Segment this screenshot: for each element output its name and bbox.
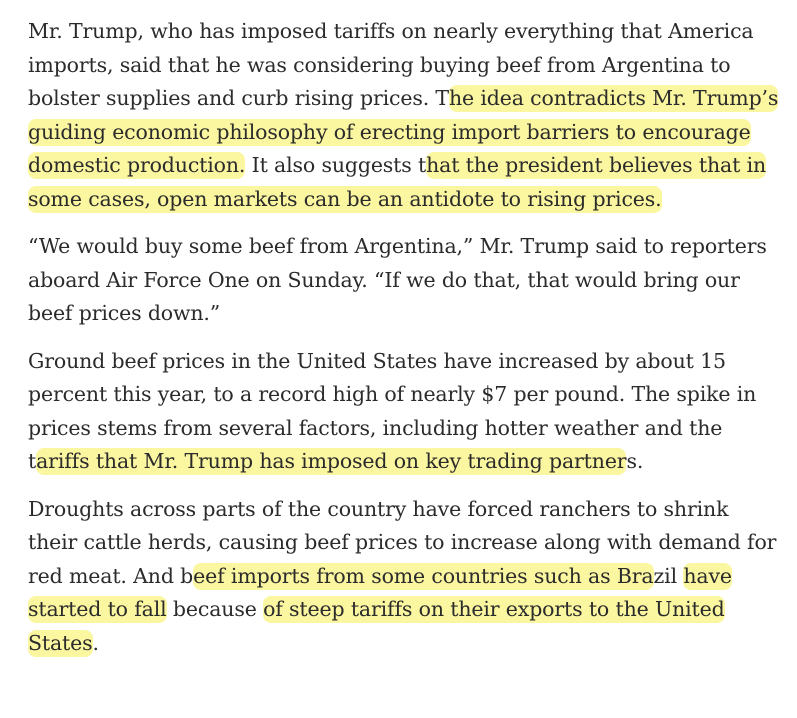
paragraph-4: Droughts across parts of the country hav… (28, 493, 780, 661)
paragraph-text: zil (653, 563, 684, 588)
paragraph-1: Mr. Trump, who has imposed tariffs on ne… (28, 15, 780, 216)
paragraph-text: Droughts across parts of the country hav… (28, 496, 777, 588)
highlighted-text[interactable]: eef imports from some countries such as … (193, 562, 654, 590)
paragraph-text: . (92, 630, 100, 655)
article-body: Mr. Trump, who has imposed tariffs on ne… (28, 15, 780, 674)
paragraph-text: Mr. Trump, who has imposed tariffs on ne… (28, 19, 754, 110)
paragraph-text: It also suggests t (245, 153, 427, 177)
paragraph-3: Ground beef prices in the United States … (28, 345, 780, 479)
highlighted-text[interactable]: ariffs that Mr. Trump has imposed on key… (36, 448, 627, 475)
quote-text: “We would buy some beef from Argentina,”… (28, 234, 767, 325)
paragraph-2: “We would buy some beef from Argentina,”… (28, 230, 780, 331)
paragraph-text: s. (626, 449, 644, 473)
paragraph-text: Ground beef prices in the United States … (28, 348, 757, 474)
paragraph-text: because (166, 597, 264, 621)
